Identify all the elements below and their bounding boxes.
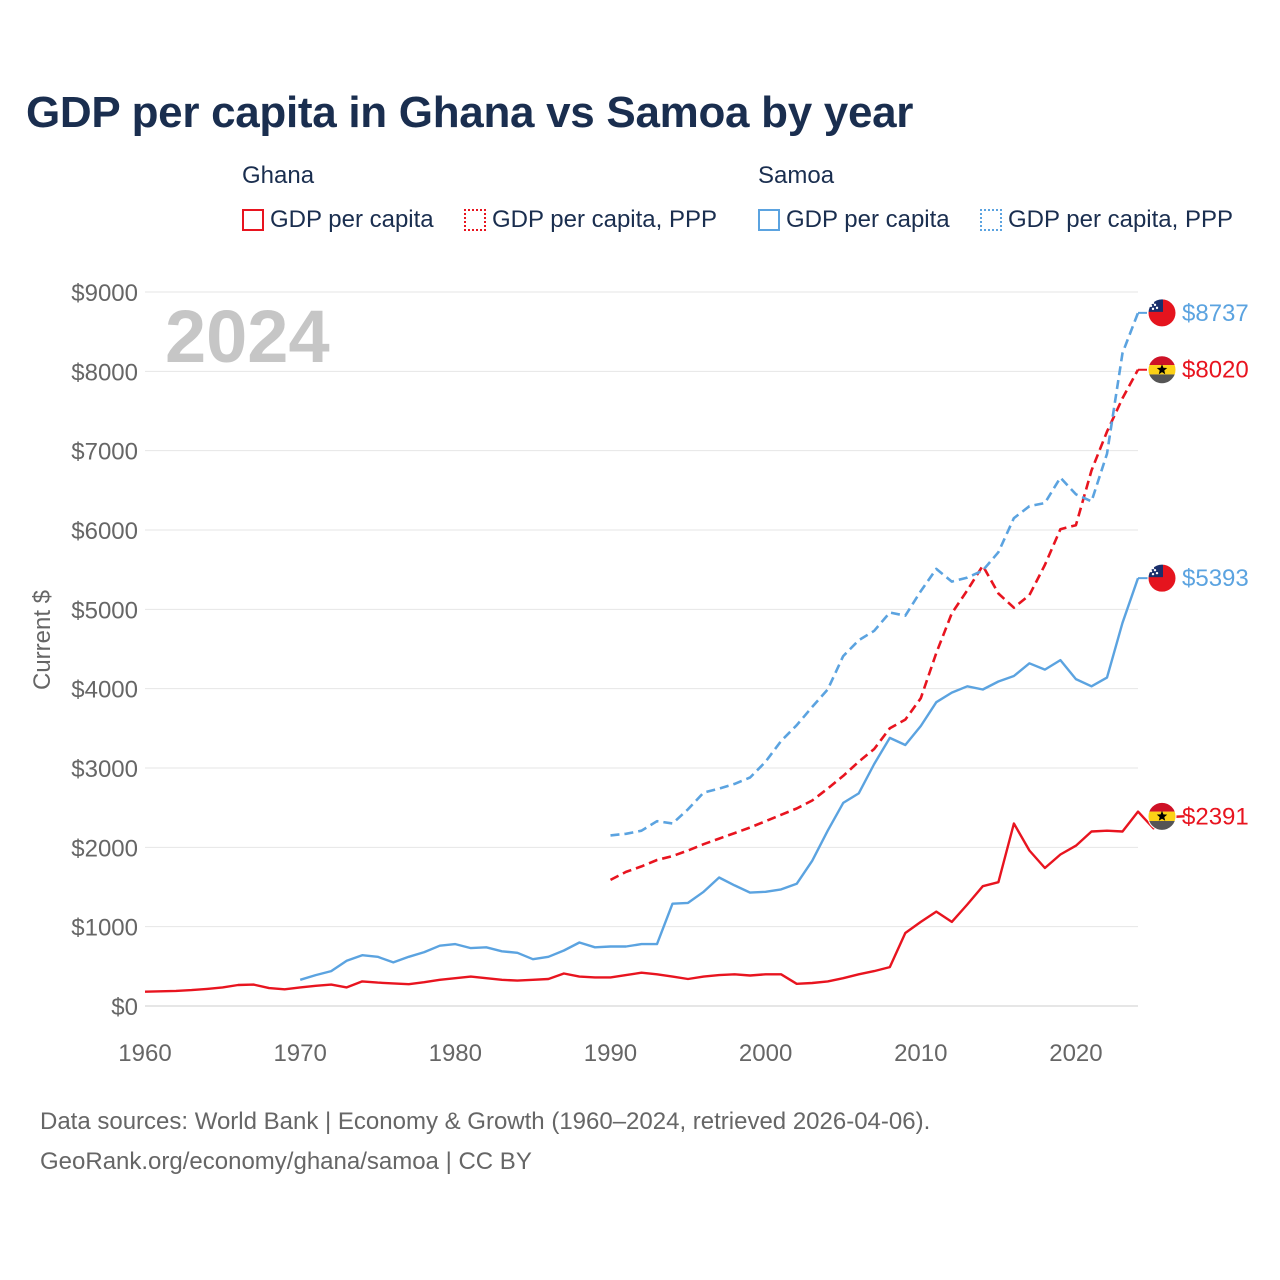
legend-group-ghana: Ghana [242,162,315,189]
series-line-ghana-ppp [609,369,1140,882]
y-tick-label: $5000 [71,597,138,624]
y-tick-label: $0 [111,994,138,1021]
end-markers: $2391 $8020 $5393 $8737 [1138,298,1249,831]
y-tick-label: $9000 [71,280,138,307]
x-tick-label: 2010 [894,1040,947,1067]
series-line-samoa-ppp [610,312,1140,837]
x-tick-label: 2000 [739,1040,792,1067]
end-value-label: $2391 [1182,803,1249,830]
y-tick-label: $8000 [71,359,138,386]
grid-layer [145,291,1138,1007]
legend-label-ghana-ppp: GDP per capita, PPP [492,206,717,233]
x-tick-label: 1990 [584,1040,637,1067]
legend-samoa-gdp[interactable]: GDP per capita [758,204,950,236]
x-tick-label: 2020 [1049,1040,1102,1067]
samoa-flag-icon [1147,298,1177,328]
year-watermark: 2024 [165,295,330,378]
y-tick-label: $3000 [71,756,138,783]
x-tick-label: 1980 [429,1040,482,1067]
legend-samoa-ppp[interactable]: GDP per capita, PPP [980,204,1233,236]
legend-group-samoa: Samoa [758,162,835,189]
chart-title: GDP per capita in Ghana vs Samoa by year [26,88,914,137]
x-tick-label: 1960 [118,1040,171,1067]
series-layer [144,312,1185,993]
x-tick-label: 1970 [273,1040,326,1067]
legend-swatch-ghana-ppp [464,209,486,231]
y-tick-label: $7000 [71,439,138,466]
series-line-ghana-gdp [144,810,1185,993]
legend-swatch-ghana-gdp [242,209,264,231]
samoa-flag-icon [1147,563,1177,593]
legend-label-samoa-gdp: GDP per capita [786,206,950,233]
y-axis: $0 $1000 $2000 $3000 $4000 $5000 $6000 $7000 $80… [71,280,138,1021]
series-line-samoa-gdp [299,577,1140,981]
legend-ghana-gdp[interactable]: GDP per capita [242,204,434,236]
legend-swatch-samoa-gdp [758,209,780,231]
end-value-label: $8020 [1182,357,1249,384]
legend-swatch-samoa-ppp [980,209,1002,231]
end-value-label: $5393 [1182,565,1249,592]
legend-label-ghana-gdp: GDP per capita [270,206,434,233]
footer-source: Data sources: World Bank | Economy & Gro… [40,1108,931,1135]
ghana-flag-icon [1147,355,1177,385]
end-value-label: $8737 [1182,300,1249,327]
y-tick-label: $1000 [71,915,138,942]
legend-label-samoa-ppp: GDP per capita, PPP [1008,206,1233,233]
footer-attribution: GeoRank.org/economy/ghana/samoa | CC BY [40,1148,532,1175]
y-tick-label: $6000 [71,518,138,545]
y-tick-label: $2000 [71,835,138,862]
ghana-flag-icon [1147,801,1177,831]
x-axis: 1960 1970 1980 1990 2000 2010 2020 [118,1040,1102,1067]
legend-ghana-ppp[interactable]: GDP per capita, PPP [464,204,717,236]
y-tick-label: $4000 [71,677,138,704]
y-axis-label: Current $ [29,590,56,690]
